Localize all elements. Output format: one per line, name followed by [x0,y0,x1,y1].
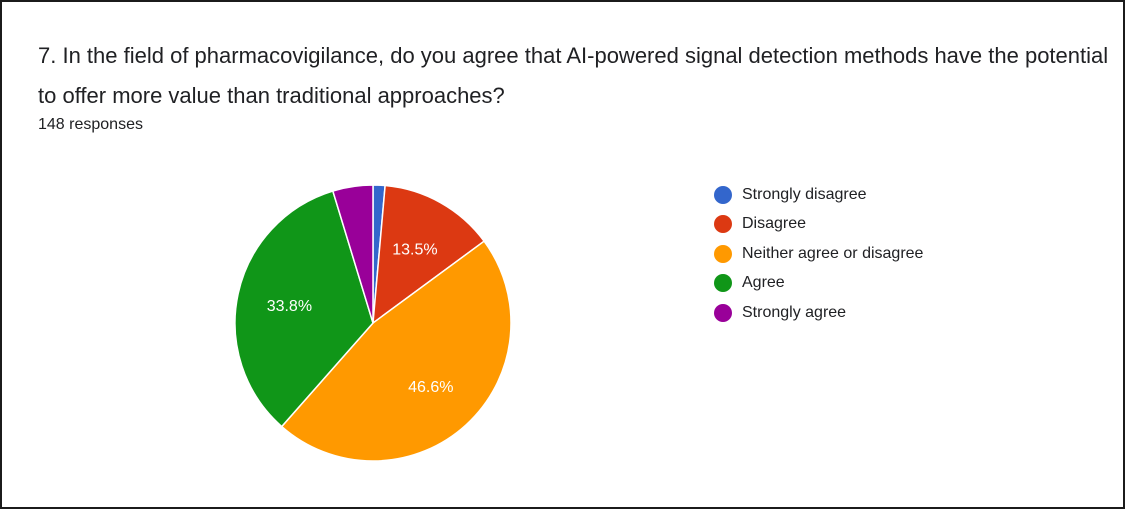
legend-label: Strongly agree [742,303,847,321]
legend-item-neither-agree-or-disagree[interactable]: Neither agree or disagree [714,239,923,269]
response-count: 148 responses [38,116,143,133]
legend-color-dot [714,303,732,322]
legend-item-strongly-agree[interactable]: Strongly agree [714,298,923,328]
legend-color-dot [714,244,732,263]
legend-item-strongly-disagree[interactable]: Strongly disagree [714,180,923,210]
pie-slice-disagree[interactable] [372,184,486,325]
legend-color-dot [714,274,732,293]
question-title: 7. In the field of pharmacovigilance, do… [38,43,1109,108]
legend-label: Disagree [742,215,807,233]
slice-label-agree: 33.8% [267,298,312,315]
legend-item-disagree[interactable]: Disagree [714,210,923,240]
legend: Strongly disagree Disagree Neither agree o… [714,180,923,328]
legend-item-agree[interactable]: Agree [714,269,923,299]
legend-label: Agree [742,274,785,292]
slice-label-neither-agree-or-disagree: 46.6% [408,379,453,396]
legend-color-dot [714,215,732,234]
legend-color-dot [714,185,732,204]
legend-label: Neither agree or disagree [742,244,924,262]
pie-slice-agree[interactable] [234,190,374,428]
legend-label: Strongly disagree [742,185,867,203]
pie-slice-strongly-agree[interactable] [331,184,374,324]
slice-label-disagree: 13.5% [392,241,437,258]
pie-slice-neither-agree-or-disagree[interactable] [280,240,512,462]
